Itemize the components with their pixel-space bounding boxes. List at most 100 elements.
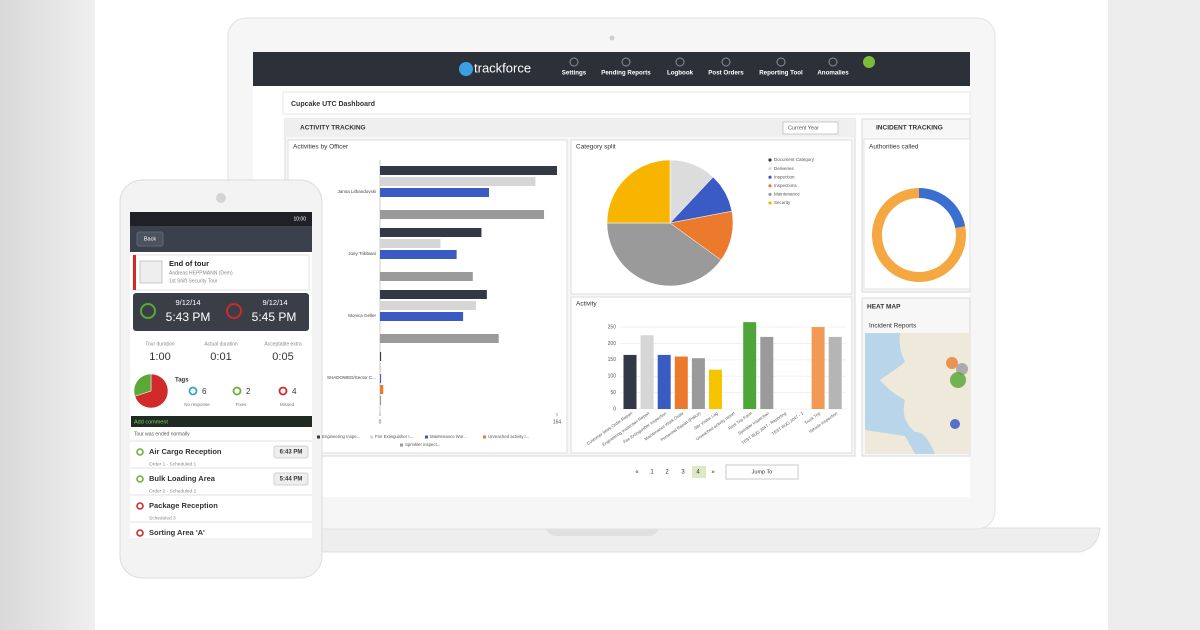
back-label[interactable]: Back	[144, 236, 156, 242]
start-date: 9/12/14	[175, 298, 200, 307]
stat-value: 1:00	[149, 351, 170, 363]
y-tick-label: Joey Tribbiani	[348, 251, 376, 256]
nav-item[interactable]: Post Orders	[708, 70, 744, 77]
legend-label: Security	[774, 200, 791, 205]
map-land	[865, 430, 915, 454]
back-button[interactable]	[136, 231, 164, 247]
page-number[interactable]: 1	[650, 470, 654, 476]
bar	[674, 356, 688, 409]
legend-dot	[768, 192, 772, 196]
pie-slice	[134, 373, 169, 409]
bar	[760, 336, 774, 409]
bar	[811, 327, 825, 409]
user-avatar	[863, 56, 875, 68]
map-hotspot	[946, 357, 958, 369]
page-prev[interactable]: «	[635, 470, 639, 476]
list-pin	[136, 448, 144, 456]
laptop-camera	[609, 35, 615, 41]
card-tour: 1st Shift Security Tour	[169, 278, 218, 284]
y-tick-label: 150	[608, 357, 617, 363]
bar	[743, 322, 757, 409]
nav-item[interactable]: Reporting Tool	[759, 70, 803, 77]
tour-card-accent	[133, 255, 136, 290]
legend-label: Engineering Inspe...	[322, 434, 360, 439]
nav-icon	[776, 57, 786, 67]
bar	[380, 363, 382, 372]
end-time: 5:45 PM	[252, 310, 297, 324]
jump-button-text[interactable]: Jump To	[752, 469, 773, 475]
list-pin	[136, 502, 144, 510]
legend-swatch	[400, 443, 403, 447]
checkpoint-title[interactable]: Air Cargo Reception	[149, 447, 222, 456]
start-icon	[140, 303, 156, 319]
bar	[380, 290, 487, 299]
pie-slice	[606, 159, 671, 224]
panel-subtitle: Incident Reports	[869, 323, 917, 330]
stat-label: Tour duration	[145, 341, 174, 347]
tag-label: Fixes	[236, 402, 248, 407]
bar	[380, 374, 382, 383]
checkpoint-time: 5:44 PM	[280, 477, 303, 483]
checkpoint-title[interactable]: Package Reception	[149, 501, 218, 510]
period-select[interactable]	[782, 121, 839, 135]
legend-label: Inspection	[774, 174, 795, 179]
page-number[interactable]: 2	[665, 470, 669, 476]
time-badge	[273, 472, 309, 486]
tour-icon	[139, 260, 163, 284]
nav-bar	[253, 52, 970, 86]
panel-title: INCIDENT TRACKING	[876, 125, 943, 132]
period-select-text[interactable]: Current Year	[788, 125, 819, 131]
y-tick-label: Monica Geller	[348, 313, 376, 318]
checkpoint-time: 6:43 PM	[280, 450, 303, 456]
legend-label: Unreached activity r...	[488, 434, 529, 439]
tag-count: 4	[292, 387, 297, 396]
tag-pin	[278, 386, 288, 396]
checkpoint-title[interactable]: Bulk Loading Area	[149, 474, 216, 483]
y-tick-label: Janna Lithandovski	[337, 189, 376, 194]
tag-count: 2	[246, 387, 251, 396]
checkpoint-title[interactable]: Sorting Area 'A'	[149, 528, 205, 537]
comment-label[interactable]: Add comment	[134, 419, 168, 425]
legend-label: Sprinkler inspect...	[405, 442, 440, 447]
page-current	[692, 466, 706, 478]
tag-pin	[188, 386, 198, 396]
y-tick-label: 100	[608, 374, 617, 380]
nav-item[interactable]: Anomalies	[817, 70, 849, 77]
bar	[380, 177, 536, 186]
legend-label: Document Category	[774, 157, 815, 162]
tag-count: 6	[202, 387, 207, 396]
status-time: 10:00	[293, 216, 306, 222]
dashboard-title: Cupcake UTC Dashboard	[291, 101, 375, 108]
brand: trackforce	[474, 60, 531, 75]
y-tick-label: 50	[610, 390, 616, 396]
checkpoint-sub: Order 2 - Scheduled 2	[149, 488, 197, 494]
nav-item[interactable]: Logbook	[667, 70, 694, 77]
nav-item[interactable]: Pending Reports	[601, 70, 651, 77]
y-tick-label: SHADOWED/Sector C...	[327, 375, 376, 380]
checkpoint-sub: Scheduled 3	[149, 515, 176, 521]
comment-bar[interactable]	[131, 416, 312, 427]
legend-swatch	[425, 435, 428, 439]
nav-icon	[569, 57, 579, 67]
page-next[interactable]: »	[711, 470, 715, 476]
y-tick-label: 200	[608, 341, 617, 347]
map-hotspot	[950, 419, 960, 429]
bar	[380, 334, 499, 343]
bar	[380, 312, 464, 321]
donut-slice	[919, 188, 966, 229]
legend-swatch	[317, 435, 320, 439]
bar	[380, 272, 473, 281]
jump-button[interactable]	[725, 464, 799, 480]
legend-dot	[768, 167, 772, 171]
nav-item[interactable]: Settings	[562, 70, 587, 77]
dashboard-header	[282, 91, 971, 115]
page-number[interactable]: 3	[681, 470, 685, 476]
nav-icon	[721, 57, 731, 67]
chart-title: Activity	[576, 301, 597, 308]
bar	[380, 188, 490, 197]
pie-slice	[133, 373, 152, 397]
page-number[interactable]: 4	[696, 470, 700, 476]
tour-status: Tour was ended normally	[134, 431, 190, 437]
chart-title: Category split	[576, 144, 616, 151]
